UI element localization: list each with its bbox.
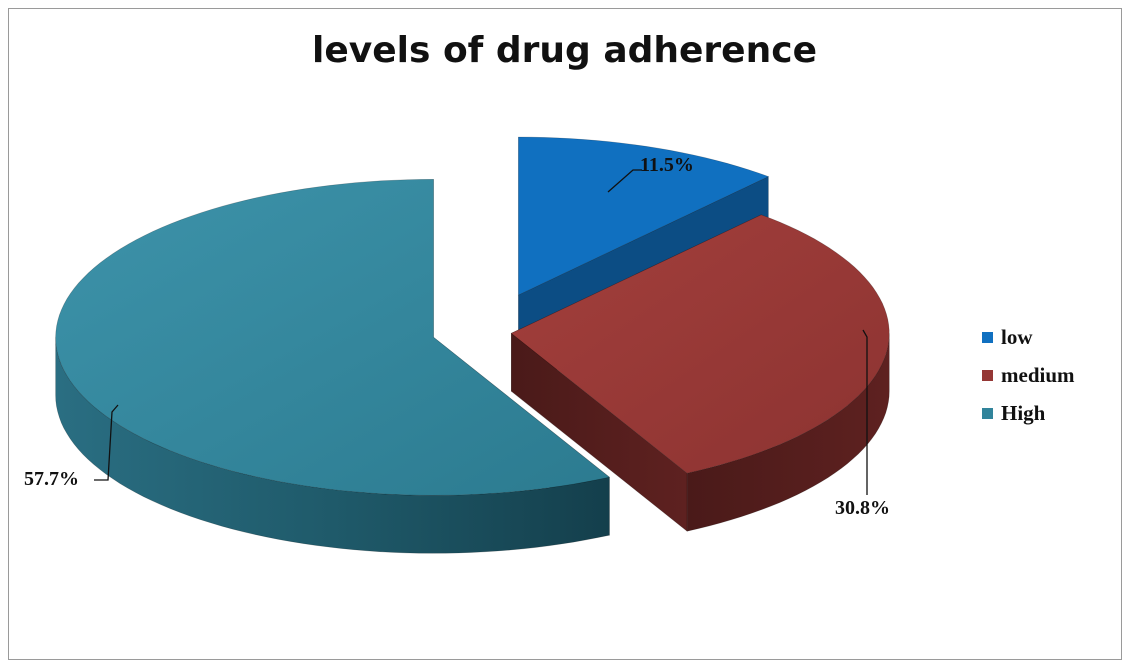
leader-high [94, 404, 119, 481]
slice-high [55, 178, 611, 554]
data-label-high: 57.7% [24, 468, 79, 490]
legend-label-medium: medium [1001, 362, 1075, 387]
legend-swatch-high [982, 407, 993, 419]
slice-medium-top [510, 214, 890, 474]
legend-label-low: low [1001, 324, 1033, 349]
leader-low [607, 169, 642, 193]
slice-medium-edge [686, 333, 890, 532]
legend-swatch-low [982, 331, 993, 343]
legend-item-medium: medium [982, 356, 1075, 394]
data-label-low: 11.5% [640, 154, 694, 176]
leader-medium [862, 329, 868, 495]
slice-medium [510, 214, 890, 532]
data-label-medium: 30.8% [835, 497, 890, 519]
slice-high-top [55, 178, 611, 496]
legend-swatch-medium [982, 369, 993, 381]
legend-label-high: High [1001, 400, 1046, 425]
legend-item-low: low [982, 318, 1075, 356]
legend-item-high: High [982, 394, 1075, 432]
slice-low-top [518, 136, 770, 296]
legend: low medium High [982, 318, 1075, 432]
chart-title: levels of drug adherence [312, 30, 817, 71]
